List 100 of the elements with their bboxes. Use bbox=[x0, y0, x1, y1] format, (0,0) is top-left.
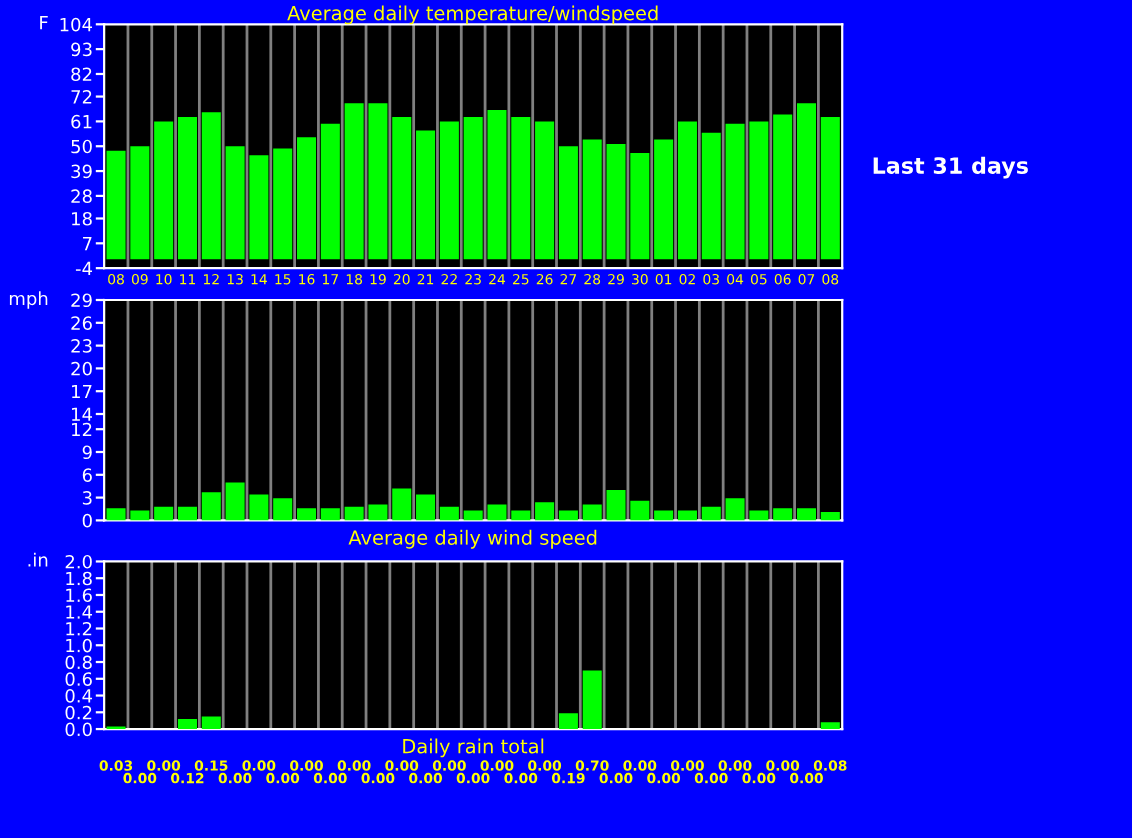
y-tick-label: 39 bbox=[71, 164, 92, 179]
bar bbox=[487, 504, 507, 521]
y-axis-title: mph bbox=[9, 291, 48, 309]
bar bbox=[154, 506, 174, 521]
bar bbox=[320, 508, 340, 521]
y-tick-label: 26 bbox=[71, 316, 92, 330]
bar bbox=[654, 139, 674, 260]
bar bbox=[749, 510, 769, 521]
bar bbox=[130, 146, 150, 260]
bar bbox=[630, 500, 650, 521]
y-tick-label: 0.2 bbox=[65, 705, 92, 720]
bar bbox=[773, 508, 793, 521]
bar bbox=[725, 123, 745, 260]
bar bbox=[201, 112, 221, 260]
bar bbox=[296, 137, 317, 260]
bar bbox=[177, 116, 197, 260]
y-tick-label: 72 bbox=[71, 90, 92, 104]
bar bbox=[677, 510, 697, 521]
bar bbox=[154, 121, 174, 260]
bar bbox=[106, 508, 126, 521]
bar bbox=[439, 506, 459, 521]
bar bbox=[273, 498, 293, 521]
y-tick-label: 0 bbox=[82, 513, 92, 528]
bar bbox=[582, 670, 602, 730]
y-tick-label: 1.6 bbox=[66, 588, 92, 603]
y-tick-label: 7 bbox=[83, 237, 92, 251]
bar bbox=[177, 506, 197, 521]
bar bbox=[249, 494, 269, 521]
bar bbox=[177, 719, 197, 730]
y-tick-label: 1.2 bbox=[66, 621, 92, 636]
y-tick-label: 14 bbox=[72, 407, 93, 421]
bar bbox=[558, 146, 578, 260]
bar bbox=[796, 103, 817, 260]
bar bbox=[273, 148, 293, 260]
y-tick-label: 104 bbox=[60, 17, 93, 32]
bar bbox=[463, 510, 483, 521]
bar bbox=[130, 510, 150, 521]
bar bbox=[106, 150, 126, 260]
y-tick-label: 18 bbox=[72, 211, 92, 226]
y-tick-label: 1.4 bbox=[66, 605, 93, 619]
y-tick-label: 9 bbox=[82, 445, 92, 460]
y-tick-label: 82 bbox=[71, 67, 92, 82]
y-axis-title: .in bbox=[28, 552, 48, 567]
bar bbox=[701, 506, 721, 521]
bar bbox=[225, 482, 245, 521]
bar bbox=[344, 506, 364, 521]
y-tick-label: 2.0 bbox=[65, 554, 92, 569]
bar bbox=[225, 146, 245, 260]
y-tick-label: 12 bbox=[72, 422, 92, 437]
bar bbox=[725, 498, 745, 521]
bar bbox=[820, 722, 840, 730]
bar bbox=[249, 155, 269, 260]
bar bbox=[392, 488, 412, 521]
bar bbox=[368, 103, 388, 260]
y-tick-label: 0.0 bbox=[65, 722, 92, 737]
y-tick-label: 50 bbox=[71, 139, 92, 154]
x-axis-title: Average daily wind speed bbox=[348, 529, 597, 549]
bar bbox=[796, 508, 817, 521]
bar bbox=[416, 130, 436, 260]
bar bbox=[582, 139, 602, 260]
chart-title: Average daily temperature/windspeed bbox=[287, 5, 658, 25]
bar bbox=[201, 716, 221, 730]
bar bbox=[749, 121, 769, 260]
bar bbox=[654, 510, 674, 521]
y-tick-label: 29 bbox=[71, 293, 92, 308]
bar bbox=[630, 153, 650, 260]
bar bbox=[535, 502, 555, 521]
bar bbox=[392, 116, 412, 260]
bar bbox=[558, 510, 578, 521]
bar bbox=[296, 508, 317, 521]
y-tick-label: 1.0 bbox=[66, 638, 92, 653]
bar bbox=[511, 510, 531, 521]
bar bbox=[606, 143, 626, 260]
bar bbox=[606, 490, 626, 521]
bar bbox=[701, 132, 721, 260]
y-tick-label: 23 bbox=[71, 339, 92, 353]
bar bbox=[439, 121, 459, 260]
y-tick-label: 93 bbox=[71, 42, 92, 57]
y-tick-label: 17 bbox=[72, 384, 92, 399]
text: Last 31 days bbox=[873, 156, 1028, 179]
y-tick-label: 61 bbox=[71, 114, 92, 129]
bar bbox=[820, 512, 840, 521]
bar bbox=[558, 713, 578, 730]
bar bbox=[320, 123, 340, 260]
bar bbox=[582, 504, 602, 521]
y-tick-label: 0.4 bbox=[65, 689, 93, 703]
bar bbox=[344, 103, 364, 260]
bar bbox=[511, 116, 531, 260]
y-tick-label: 6 bbox=[82, 468, 92, 482]
bar bbox=[773, 114, 793, 260]
y-axis-title: F bbox=[40, 16, 48, 30]
bar bbox=[368, 504, 388, 521]
y-tick-label: 0.6 bbox=[65, 672, 92, 686]
bar bbox=[416, 494, 436, 521]
bar bbox=[535, 121, 555, 260]
y-tick-label: 0.8 bbox=[65, 655, 92, 670]
y-tick-label: 1.8 bbox=[66, 571, 92, 586]
bar bbox=[201, 492, 221, 521]
bar bbox=[463, 116, 483, 260]
y-tick-label: 20 bbox=[71, 361, 92, 376]
